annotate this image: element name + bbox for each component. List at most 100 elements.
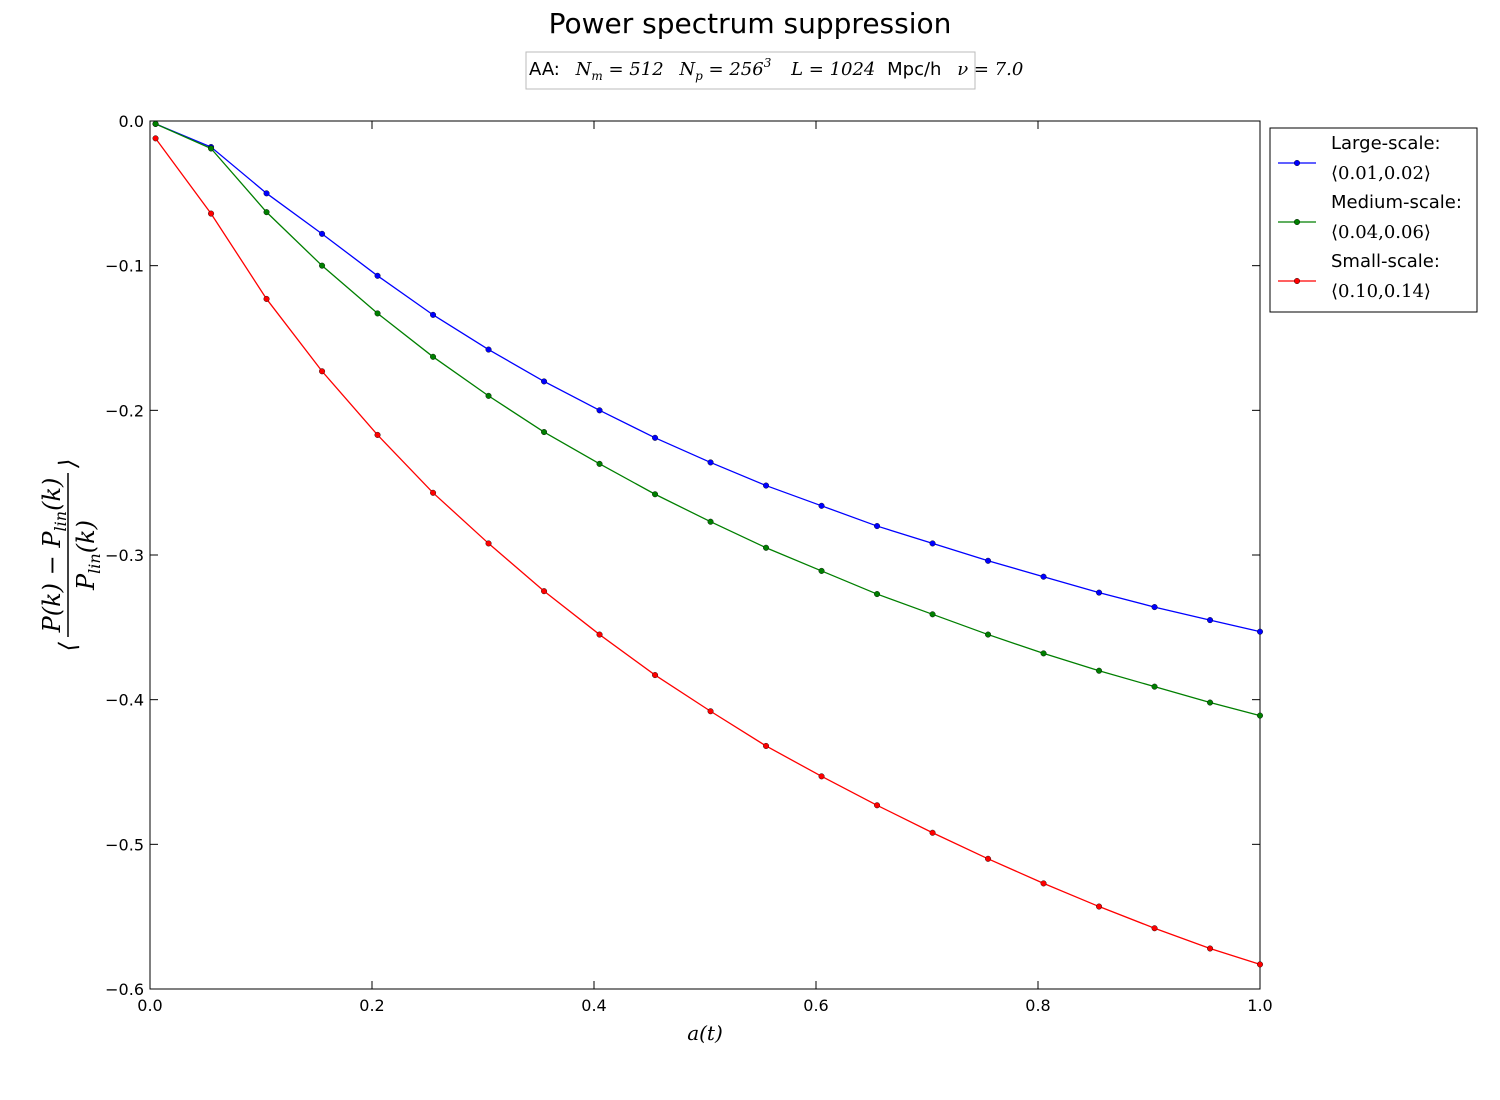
data-point <box>319 368 326 375</box>
legend-label: Medium-scale: <box>1331 192 1462 213</box>
data-point <box>1256 961 1263 968</box>
data-point <box>818 567 825 574</box>
data-point <box>485 540 492 547</box>
data-point <box>1040 880 1047 887</box>
data-point <box>985 557 992 564</box>
y-tick-label: −0.6 <box>105 980 144 999</box>
data-point <box>208 210 215 217</box>
series-1 <box>152 120 1263 635</box>
data-point <box>652 434 659 441</box>
data-point <box>652 491 659 498</box>
x-tick-label: 0.4 <box>581 996 606 1015</box>
data-point <box>374 431 381 438</box>
y-tick-label: −0.4 <box>105 691 144 710</box>
data-point <box>430 489 437 496</box>
series-layer <box>152 120 1263 968</box>
data-point <box>1040 573 1047 580</box>
legend-label: Large-scale: <box>1331 133 1441 154</box>
data-point <box>541 378 548 385</box>
legend-swatch-marker <box>1293 278 1300 285</box>
data-point <box>929 540 936 547</box>
data-point <box>874 591 881 598</box>
chart-title: Power spectrum suppression <box>549 7 952 40</box>
data-point <box>319 230 326 237</box>
data-point <box>263 190 270 197</box>
data-point <box>707 459 714 466</box>
data-point <box>818 773 825 780</box>
data-point <box>707 518 714 525</box>
data-point <box>985 631 992 638</box>
y-tick-label: 0.0 <box>119 112 144 131</box>
data-point <box>374 272 381 279</box>
data-point <box>541 429 548 436</box>
x-tick-label: 0.8 <box>1025 996 1050 1015</box>
x-axis: 0.0 0.2 0.4 0.6 0.8 1.0 <box>137 121 1273 1015</box>
data-point <box>485 346 492 353</box>
data-point <box>596 631 603 638</box>
x-tick-label: 1.0 <box>1247 996 1272 1015</box>
x-tick-label: 0.2 <box>359 996 384 1015</box>
y-axis-label-numerator: P(k) − Plin(k) <box>38 478 70 634</box>
data-point <box>1207 945 1214 952</box>
chart-subtitle: AA: Nm = 512 Np = 2563 L = 1024 Mpc/h ν … <box>529 51 1023 83</box>
data-point <box>541 588 548 595</box>
data-point <box>763 742 770 749</box>
data-point <box>485 392 492 399</box>
x-axis-label: a(t) <box>687 1021 723 1045</box>
data-point <box>1256 628 1263 635</box>
data-point <box>1151 683 1158 690</box>
data-point <box>985 855 992 862</box>
y-tick-label: −0.1 <box>105 257 144 276</box>
y-axis-label: ⟨ P(k) − Plin(k) Plin(k) ⟩ <box>38 459 104 652</box>
x-tick-label: 0.0 <box>137 996 162 1015</box>
data-point <box>874 523 881 530</box>
legend-item: Medium-scale: ⟨0.04,0.06⟩ <box>1278 192 1462 243</box>
legend-swatch-marker <box>1293 218 1300 225</box>
data-point <box>263 209 270 216</box>
series-3 <box>152 135 1263 968</box>
data-point <box>1151 925 1158 932</box>
legend-range-label: ⟨0.01,0.02⟩ <box>1331 163 1431 184</box>
data-point <box>929 829 936 836</box>
data-point <box>263 295 270 302</box>
legend: Large-scale: ⟨0.01,0.02⟩ Medium-scale: ⟨0.0… <box>1269 127 1478 313</box>
data-point <box>763 482 770 489</box>
x-tick-label: 0.6 <box>803 996 828 1015</box>
data-point <box>818 502 825 509</box>
data-point <box>430 311 437 318</box>
data-point <box>1096 667 1103 674</box>
y-axis-label-right-bracket: ⟩ <box>54 459 82 469</box>
legend-item: Small-scale: ⟨0.10,0.14⟩ <box>1278 251 1440 302</box>
data-point <box>1151 604 1158 611</box>
legend-item: Large-scale: ⟨0.01,0.02⟩ <box>1278 133 1441 184</box>
plot-area <box>149 120 1261 990</box>
y-axis: 0.0 −0.1 −0.2 −0.3 −0.4 −0.5 −0.6 <box>105 112 1260 999</box>
series-2 <box>152 120 1263 719</box>
data-point <box>1096 903 1103 910</box>
data-point <box>652 672 659 679</box>
data-point <box>208 145 215 152</box>
data-point <box>929 611 936 618</box>
data-point <box>1040 650 1047 657</box>
data-point <box>596 460 603 467</box>
data-point <box>319 262 326 269</box>
y-tick-label: −0.2 <box>105 401 144 420</box>
data-point <box>874 802 881 809</box>
legend-range-label: ⟨0.04,0.06⟩ <box>1331 222 1431 243</box>
data-point <box>152 135 159 142</box>
y-tick-label: −0.3 <box>105 546 144 565</box>
subtitle-box <box>525 51 976 90</box>
data-point <box>152 120 159 127</box>
data-point <box>430 353 437 360</box>
y-axis-label-left-bracket: ⟨ <box>54 641 82 651</box>
data-point <box>374 310 381 317</box>
legend-swatch-marker <box>1293 159 1300 166</box>
legend-range-label: ⟨0.10,0.14⟩ <box>1331 281 1431 302</box>
data-point <box>596 407 603 414</box>
data-point <box>707 708 714 715</box>
data-point <box>1256 712 1263 719</box>
y-tick-label: −0.5 <box>105 835 144 854</box>
legend-label: Small-scale: <box>1331 251 1440 272</box>
data-point <box>763 544 770 551</box>
